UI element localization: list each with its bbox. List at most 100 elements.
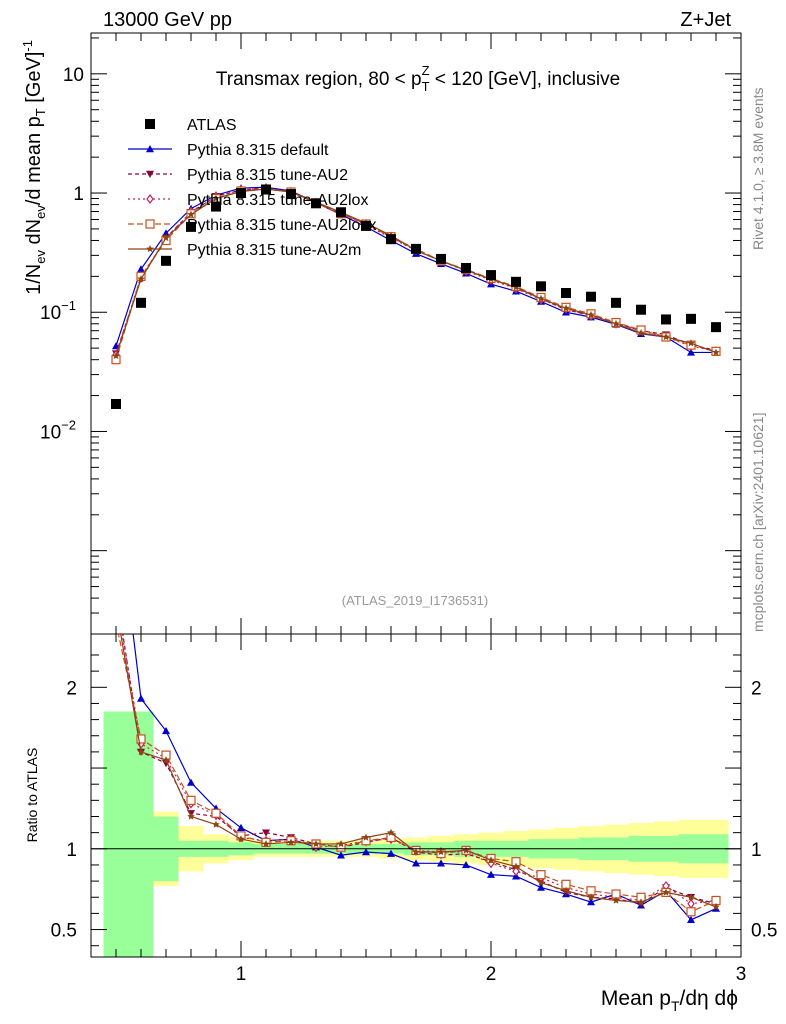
legend-marker [146, 245, 154, 253]
atlas-data-point [461, 263, 471, 274]
ratio-series-point [412, 859, 420, 867]
main-series-group [111, 183, 721, 409]
atlas-data-point [611, 297, 621, 308]
ratio-series-point [487, 856, 495, 864]
xlabel-post: /dη dϕ [680, 987, 738, 1010]
ylabel-d-sup: -1 [20, 40, 35, 52]
ratio-tick-label-right: 0.5 [751, 921, 777, 942]
ratio-tick-label-left: 2 [66, 678, 77, 699]
legend-marker [146, 145, 154, 153]
title-pre: Transmax region, 80 < p [216, 69, 422, 90]
ratio-series-point [687, 898, 695, 909]
ratio-y-axis-label: Ratio to ATLAS [24, 748, 40, 843]
xlabel-pre: Mean p [601, 987, 671, 1010]
ratio-series-point [387, 849, 395, 857]
ylabel-b-sub: ev [33, 205, 48, 219]
series-line [115, 187, 717, 355]
atlas-data-point [636, 304, 646, 315]
atlas-data-point [511, 276, 521, 287]
series-point [687, 348, 695, 356]
series-point [687, 339, 695, 347]
ratio-series-point [112, 619, 120, 627]
chart-title: Transmax region, 80 < pTZ < 120 [GeV], i… [216, 63, 620, 94]
atlas-data-point [436, 253, 446, 264]
axis-ticks [91, 33, 742, 957]
y-tick-exponent: −1 [61, 298, 76, 313]
ratio-uncertainty-bands [103, 711, 729, 957]
y-tick-exponent: −2 [61, 417, 76, 432]
atlas-data-point [186, 221, 196, 232]
series-point [637, 328, 645, 337]
x-tick-label: 1 [236, 964, 247, 985]
legend-label: Pythia 8.315 tune-AU2 [187, 167, 348, 184]
series-line [115, 188, 717, 357]
atlas-data-point [286, 189, 296, 200]
atlas-data-point [211, 201, 221, 212]
ratio-series-point [687, 893, 695, 901]
ratio-series-point [712, 902, 720, 911]
ratio-tick-label-right: 1 [751, 840, 762, 861]
legend: ATLAS Pythia 8.315 default Pythia 8.315 tu… [128, 117, 376, 259]
ratio-series-point [262, 839, 270, 848]
atlas-data-point [336, 207, 346, 218]
ratio-series-point [562, 886, 570, 895]
series-point [162, 229, 170, 237]
rivet-info-label: Rivet 4.1.0, ≥ 3.8M events [750, 87, 766, 250]
y-tick-label: 10−2 [40, 417, 76, 443]
y-tick-base: 10 [63, 65, 84, 86]
series-point [587, 310, 595, 319]
x-tick-label: 3 [736, 964, 747, 985]
ratio-band-outer [103, 711, 729, 957]
ylabel-a-sub: ev [33, 250, 48, 264]
legend-entry: Pythia 8.315 tune-AU2lox [128, 192, 368, 209]
ratio-series-point [287, 838, 295, 846]
series-point [137, 275, 145, 283]
atlas-data-point [711, 322, 721, 333]
ratio-series-point [162, 755, 170, 764]
series-point [612, 319, 620, 328]
ratio-series-point [362, 833, 370, 841]
reference-points [111, 184, 721, 409]
series-1 [112, 184, 720, 358]
legend-label: Pythia 8.315 tune-AU2loxx [187, 217, 376, 234]
ratio-series-group [112, 619, 721, 924]
legend-entry: Pythia 8.315 tune-AU2loxx [128, 217, 376, 234]
ratio-series-point [687, 915, 695, 924]
ratio-series-point [186, 795, 196, 805]
series-4 [112, 185, 720, 360]
ratio-series-point [437, 859, 445, 867]
atlas-data-point [661, 314, 671, 325]
ratio-series-point [462, 860, 470, 869]
ratio-series-point [212, 820, 220, 828]
ratio-series-point [137, 747, 145, 756]
legend-marker [145, 119, 155, 129]
series-point [562, 304, 570, 312]
legend-entry: ATLAS [145, 117, 237, 134]
y-axis-label: 1/Nev dNev/d mean pT [GeV]-1 [20, 40, 48, 295]
ylabel-c-sub: T [33, 108, 48, 116]
ylabel-c: /d mean p [23, 116, 45, 205]
atlas-data-point [561, 288, 571, 299]
series-0 [112, 183, 720, 356]
atlas-data-point [111, 398, 121, 409]
ratio-series-point [262, 829, 270, 837]
ratio-series-point [662, 888, 670, 896]
ratio-tick-label-left: 0.5 [51, 921, 77, 942]
y-tick-label: 10−1 [40, 298, 76, 324]
ratio-series-point [337, 851, 345, 859]
legend-marker [145, 219, 155, 229]
ratio-series-point [137, 694, 145, 702]
ratio-series-point [237, 823, 245, 831]
ylabel-a: 1/N [23, 264, 45, 295]
atlas-data-point [136, 297, 146, 308]
atlas-data-point [686, 313, 696, 324]
title-sup: Z [422, 63, 430, 78]
legend-label: Pythia 8.315 default [187, 142, 329, 159]
ratio-series-point [136, 734, 146, 744]
ratio-series-point [237, 835, 245, 843]
ratio-tick-label-right: 2 [751, 678, 762, 699]
y-tick-label: 1 [73, 184, 84, 205]
ratio-series-point [462, 846, 470, 854]
analysis-watermark: (ATLAS_2019_I1736531) [342, 593, 488, 608]
ratio-series-point [537, 883, 545, 891]
